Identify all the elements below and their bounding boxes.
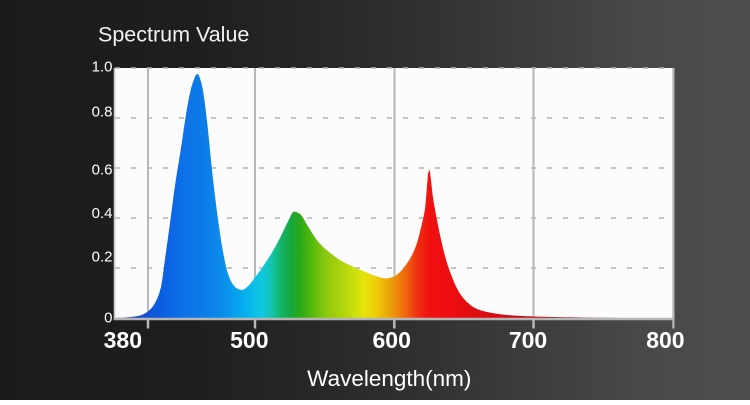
svg-text:380: 380 bbox=[104, 327, 142, 353]
svg-text:600: 600 bbox=[373, 327, 411, 353]
svg-text:800: 800 bbox=[646, 327, 684, 353]
svg-text:0.6: 0.6 bbox=[92, 162, 113, 179]
svg-text:0.2: 0.2 bbox=[92, 249, 113, 266]
svg-text:500: 500 bbox=[230, 327, 268, 353]
svg-text:1.0: 1.0 bbox=[92, 59, 113, 76]
svg-text:0: 0 bbox=[104, 310, 112, 327]
svg-text:700: 700 bbox=[509, 327, 547, 353]
svg-text:0.4: 0.4 bbox=[92, 205, 113, 222]
svg-text:Wavelength(nm): Wavelength(nm) bbox=[307, 366, 471, 391]
svg-text:Spectrum Value: Spectrum Value bbox=[98, 23, 249, 47]
svg-text:0.8: 0.8 bbox=[92, 104, 113, 121]
